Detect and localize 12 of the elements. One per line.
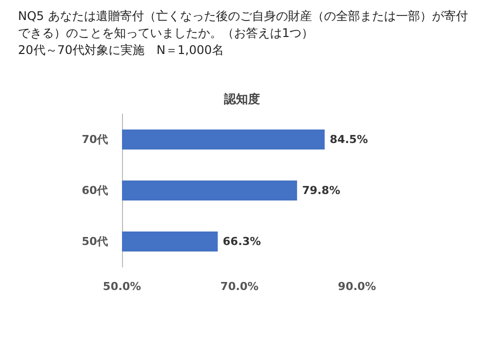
y-tick-label: 60代: [82, 184, 108, 197]
data-label: 66.3%: [222, 235, 261, 248]
y-tick-label: 50代: [82, 235, 108, 248]
text: 20代～70代対象に実施 N＝1,000名: [18, 42, 225, 59]
text: NQ5 あなたは遺贈寄付（亡くなった後のご自身の財産（の全部または一部）が寄付できる）のことを知っていましたか。（お答えは1つ）: [18, 8, 469, 42]
x-tick-label: 70.0%: [220, 280, 259, 293]
data-label: 79.8%: [302, 184, 340, 197]
x-tick-label: 90.0%: [338, 280, 376, 293]
data-label: 84.5%: [330, 133, 368, 146]
y-tick-label: 70代: [82, 133, 108, 146]
x-tick-label: 50.0%: [102, 280, 142, 293]
chart-title: 認知度: [223, 92, 260, 106]
